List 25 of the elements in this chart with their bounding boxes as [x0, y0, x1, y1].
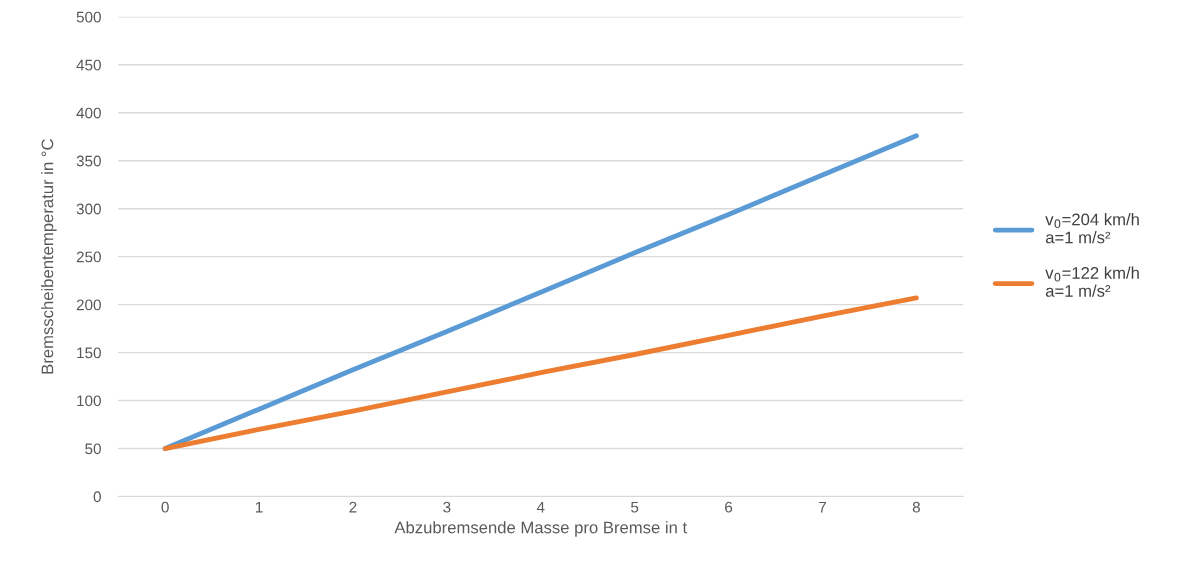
- y-tick-label: 350: [76, 155, 101, 167]
- x-tick-label: 2: [349, 501, 357, 513]
- x-axis-title: Abzubremsende Masse pro Bremse in t: [394, 521, 688, 537]
- x-tick-label: 0: [161, 501, 169, 513]
- x-tick-label: 3: [443, 501, 451, 513]
- y-tick-label: 400: [76, 107, 101, 119]
- x-tick-label: 1: [255, 501, 263, 513]
- x-tick-label: 6: [725, 501, 733, 513]
- y-tick-label: 100: [77, 395, 101, 407]
- y-tick-label: 50: [85, 443, 101, 455]
- x-tick-label: 5: [631, 501, 639, 513]
- y-tick-label: 450: [76, 59, 101, 71]
- x-tick-label: 4: [536, 501, 545, 513]
- y-axis-title: Bremsscheibentemperatur in °C: [41, 139, 57, 374]
- legend-label: v$_{0}$=204 km/h a=1 m/s²: [1045, 213, 1139, 244]
- y-tick-label: 0: [93, 491, 101, 503]
- line-series: [162, 295, 919, 451]
- y-tick-label: 250: [76, 251, 101, 263]
- y-tick-label: 150: [77, 347, 101, 359]
- legend-label: v$_{0}$=122 km/h a=1 m/s²: [1045, 266, 1139, 297]
- y-tick-label: 200: [76, 299, 101, 311]
- y-tick-label: 500: [76, 11, 101, 23]
- y-tick-label: 300: [76, 203, 101, 215]
- x-tick-label: 8: [912, 501, 920, 513]
- x-tick-label: 7: [819, 501, 826, 513]
